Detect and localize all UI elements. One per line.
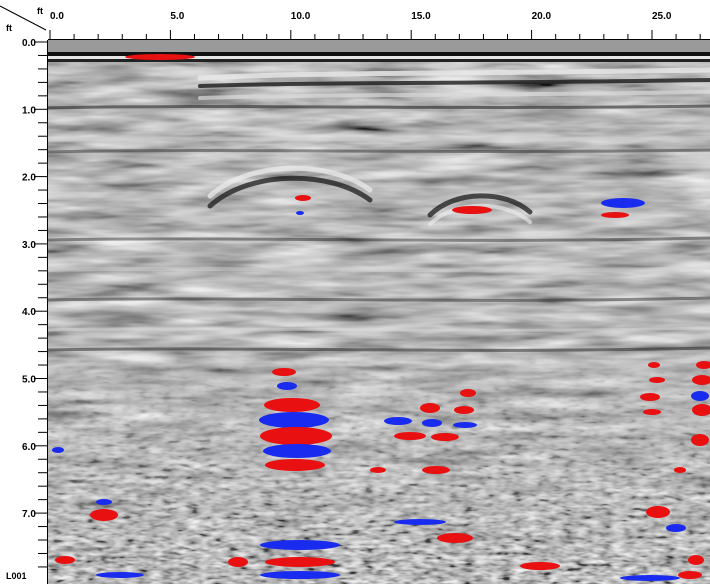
y-unit-label: ft bbox=[6, 23, 12, 33]
top-ruler: 0.0 5.0 10.0 15.0 20.0 25.0 bbox=[48, 11, 710, 40]
amplitude-anomalies bbox=[52, 54, 710, 581]
y-tick-label: 7.0 bbox=[22, 509, 36, 520]
y-tick-label: 6.0 bbox=[22, 442, 36, 453]
y-tick-label: 0.0 bbox=[22, 38, 36, 49]
x-tick-label: 15.0 bbox=[411, 11, 431, 22]
y-tick-label: 3.0 bbox=[22, 240, 36, 251]
left-ruler: 0.0 1.0 2.0 3.0 4.0 5.0 6.0 7.0 bbox=[22, 38, 48, 584]
x-unit-label: ft bbox=[37, 6, 43, 16]
line-label: L001 bbox=[6, 571, 27, 581]
y-tick-label: 2.0 bbox=[22, 173, 36, 184]
reflection-bands bbox=[48, 67, 710, 352]
y-tick-label: 5.0 bbox=[22, 375, 36, 386]
x-tick-label: 0.0 bbox=[50, 11, 64, 22]
x-tick-label: 5.0 bbox=[170, 11, 184, 22]
y-tick-label: 1.0 bbox=[22, 105, 36, 116]
y-tick-label: 4.0 bbox=[22, 307, 36, 318]
x-tick-label: 20.0 bbox=[532, 11, 552, 22]
corner-box: ft ft bbox=[0, 5, 47, 33]
x-axis-ticks: 0.0 5.0 10.0 15.0 20.0 25.0 bbox=[49, 11, 701, 40]
diagonal-divider-icon bbox=[0, 5, 47, 31]
x-tick-label: 10.0 bbox=[291, 11, 311, 22]
y-axis-ticks: 0.0 1.0 2.0 3.0 4.0 5.0 6.0 7.0 bbox=[22, 38, 48, 568]
x-tick-label: 25.0 bbox=[652, 11, 672, 22]
radargram-image bbox=[48, 40, 710, 584]
